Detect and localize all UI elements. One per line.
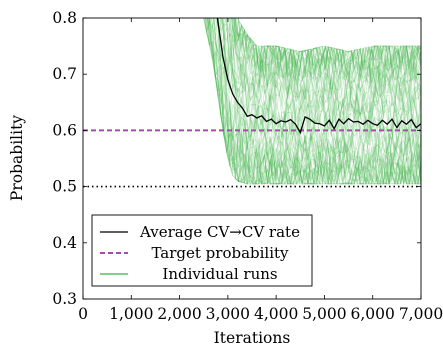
x-tick-label: 1,000 bbox=[109, 305, 153, 323]
run-line bbox=[219, 18, 421, 141]
run-line bbox=[212, 18, 421, 164]
run-line bbox=[208, 18, 421, 186]
run-line bbox=[210, 18, 421, 171]
x-tick-label: 3,000 bbox=[206, 305, 250, 323]
run-line bbox=[229, 18, 421, 90]
run-line bbox=[204, 18, 421, 186]
y-axis-label: Probability bbox=[8, 115, 26, 201]
run-line bbox=[213, 18, 421, 156]
run-line bbox=[208, 18, 421, 175]
run-line bbox=[233, 18, 421, 80]
run-line bbox=[231, 18, 421, 101]
x-axis: 0 1,000 2,000 3,000 4,000 5,000 6,000 7,000 bbox=[78, 18, 443, 323]
y-tick-label: 0.7 bbox=[52, 65, 77, 83]
legend-label-runs: Individual runs bbox=[162, 265, 277, 283]
run-line bbox=[220, 18, 421, 127]
average-cv-rate-line bbox=[216, 18, 421, 135]
run-line bbox=[237, 18, 421, 74]
x-tick-label: 4,000 bbox=[254, 305, 298, 323]
run-line bbox=[233, 18, 421, 83]
y-axis: 0.3 0.4 0.5 0.6 0.7 0.8 bbox=[52, 9, 421, 308]
run-line bbox=[225, 18, 421, 119]
run-line bbox=[235, 18, 421, 77]
reference-lines-layer bbox=[83, 129, 421, 188]
individual-runs-layer bbox=[203, 18, 421, 186]
legend-label-average: Average CV→CV rate bbox=[139, 223, 300, 241]
legend-label-target: Target probability bbox=[151, 244, 289, 262]
run-line bbox=[217, 18, 421, 134]
y-tick-label: 0.5 bbox=[52, 178, 77, 196]
run-line bbox=[232, 18, 421, 96]
plot-frame bbox=[82, 17, 422, 300]
run-line bbox=[236, 18, 421, 82]
legend: Average CV→CV rate Target probability In… bbox=[91, 214, 313, 287]
run-line bbox=[223, 18, 421, 136]
run-line bbox=[233, 18, 421, 86]
run-line bbox=[234, 18, 421, 76]
x-tick-label: 5,000 bbox=[302, 305, 346, 323]
run-line bbox=[208, 18, 421, 182]
run-line bbox=[211, 18, 421, 185]
run-line bbox=[214, 18, 421, 148]
run-line bbox=[237, 18, 421, 73]
run-line bbox=[206, 18, 421, 186]
run-line bbox=[203, 18, 421, 186]
run-line bbox=[207, 18, 421, 186]
run-line bbox=[228, 18, 421, 92]
run-line bbox=[221, 18, 421, 142]
x-tick-label: 2,000 bbox=[157, 305, 201, 323]
run-line bbox=[203, 18, 421, 186]
run-line bbox=[234, 18, 421, 91]
run-line bbox=[205, 18, 421, 186]
run-line bbox=[237, 18, 421, 70]
run-line bbox=[208, 18, 421, 162]
run-line bbox=[206, 18, 421, 186]
run-line bbox=[206, 18, 421, 185]
average-line-layer bbox=[216, 18, 421, 135]
run-line bbox=[232, 18, 421, 79]
y-tick-label: 0.6 bbox=[52, 121, 77, 139]
legend-box bbox=[91, 214, 313, 287]
y-tick-label: 0.4 bbox=[52, 234, 77, 252]
run-line bbox=[231, 18, 421, 107]
run-line bbox=[204, 18, 421, 186]
run-line bbox=[221, 18, 421, 126]
run-line bbox=[208, 18, 421, 185]
y-tick-label: 0.8 bbox=[52, 9, 77, 27]
run-line bbox=[231, 18, 421, 79]
run-line bbox=[203, 18, 421, 186]
run-line bbox=[228, 18, 421, 104]
run-line bbox=[204, 18, 421, 186]
run-line bbox=[207, 18, 421, 175]
run-line bbox=[225, 18, 421, 110]
run-line bbox=[216, 18, 421, 170]
y-tick-label: 0.3 bbox=[52, 290, 77, 308]
run-line bbox=[222, 18, 421, 120]
run-line bbox=[221, 18, 421, 115]
x-tick-label: 0 bbox=[78, 305, 88, 323]
run-line bbox=[205, 18, 421, 186]
run-line bbox=[216, 18, 421, 154]
x-tick-label: 7,000 bbox=[399, 305, 443, 323]
run-line bbox=[223, 18, 421, 116]
run-line bbox=[203, 18, 421, 186]
x-tick-label: 6,000 bbox=[351, 305, 395, 323]
run-line bbox=[234, 18, 421, 77]
x-axis-label: Iterations bbox=[214, 329, 291, 347]
run-line bbox=[234, 18, 421, 77]
run-line bbox=[231, 18, 421, 93]
run-line bbox=[209, 18, 421, 182]
